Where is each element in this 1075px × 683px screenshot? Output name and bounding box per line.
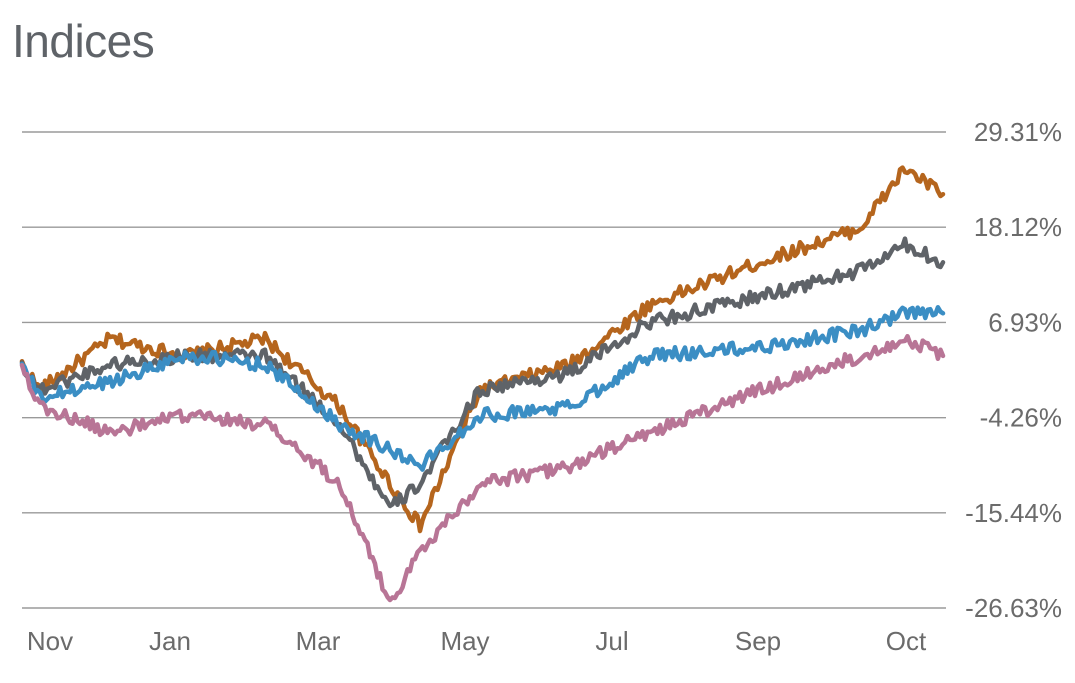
series-line-3 [19, 305, 946, 472]
y-axis-labels: 29.31% 18.12% 6.93% -4.26% -15.44% -26.63% [965, 117, 1062, 623]
y-tick-label: 6.93% [988, 307, 1062, 337]
x-tick-label: Sep [735, 626, 781, 656]
x-tick-label: Oct [886, 626, 927, 656]
y-tick-label: 18.12% [974, 212, 1062, 242]
y-tick-label: -26.63% [965, 593, 1062, 623]
y-tick-label: 29.31% [974, 117, 1062, 147]
x-tick-label: Mar [296, 626, 341, 656]
series-line-2 [19, 236, 946, 509]
x-axis-labels: Nov Jan Mar May Jul Sep Oct [27, 626, 927, 656]
series-line-1 [19, 165, 946, 534]
x-tick-label: Jan [149, 626, 191, 656]
y-tick-label: -15.44% [965, 498, 1062, 528]
y-tick-label: -4.26% [980, 403, 1062, 433]
series-line-4 [19, 333, 946, 603]
page-title: Indices [12, 15, 155, 67]
series-lines [19, 165, 946, 603]
x-tick-label: May [440, 626, 489, 656]
x-tick-label: Jul [595, 626, 628, 656]
x-tick-label: Nov [27, 626, 73, 656]
